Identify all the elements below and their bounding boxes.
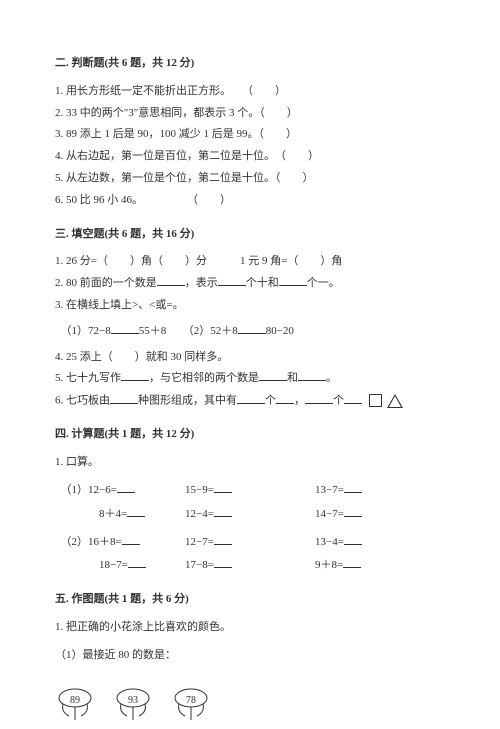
- s4-q1: 1. 口算。: [55, 453, 445, 473]
- s2-item: 2. 33 中的两个"3"意思相同，都表示 3 个。（ ）: [55, 104, 445, 124]
- s2-item: 5. 从左边数，第一位是个位，第二位是十位。（ ）: [55, 169, 445, 189]
- text: 2. 80 前面的一个数是: [55, 277, 157, 289]
- s2-item: 6. 50 比 96 小 46。 （ ）: [55, 191, 445, 211]
- calc: 12−7=: [185, 533, 315, 553]
- text: （2）16＋8=: [66, 536, 122, 548]
- text: 个十和: [246, 277, 279, 289]
- text: 个: [265, 395, 276, 407]
- blank[interactable]: [344, 392, 362, 404]
- text: 8＋4=: [99, 508, 127, 520]
- blank[interactable]: [111, 322, 139, 334]
- text: 种图形组成，其中有: [138, 395, 237, 407]
- text: 。: [326, 372, 337, 384]
- s5-q1: 1. 把正确的小花涂上比喜欢的颜色。: [55, 618, 445, 638]
- blank[interactable]: [237, 392, 265, 404]
- s3-q5: 5. 七十九写作 ，与它相邻的两个数是 和 。: [55, 369, 445, 389]
- calc: 13−4=: [315, 533, 445, 553]
- blank[interactable]: [214, 481, 232, 493]
- blank[interactable]: [214, 533, 232, 545]
- blank[interactable]: [122, 533, 140, 545]
- s2-item: 4. 从右边起，第一位是百位，第二位是十位。 （ ）: [55, 147, 445, 167]
- text: （1）12−6=: [66, 484, 117, 496]
- section-4-title: 四. 计算题(共 1 题，共 12 分): [55, 425, 445, 445]
- text: 55＋8: [139, 325, 167, 337]
- text: 个一。: [307, 277, 340, 289]
- s3-q4: 4. 25 添上（ ）就和 30 同样多。: [55, 348, 445, 368]
- calc: 14−7=: [315, 505, 445, 525]
- s3-q3: 3. 在横线上填上>、<或=。: [55, 296, 445, 316]
- blank[interactable]: [276, 392, 294, 404]
- s2-item: 3. 89 添上 1 后是 90，100 减少 1 后是 99。（ ）: [55, 125, 445, 145]
- blank[interactable]: [218, 274, 246, 286]
- s2-item: 1. 用长方形纸一定不能折出正方形。 （ ）: [55, 82, 445, 102]
- blank[interactable]: [279, 274, 307, 286]
- calc: 13−7=: [315, 481, 445, 501]
- s3-q6: 6. 七巧板由 种图形组成，其中有 个 ， 个: [55, 391, 445, 411]
- text: 12−4=: [185, 508, 214, 520]
- calc-row: （2）16＋8= 12−7= 13−4=: [55, 533, 445, 553]
- text: 13−7=: [315, 484, 344, 496]
- blank[interactable]: [344, 481, 362, 493]
- shapes: [366, 391, 402, 411]
- text: 6. 七巧板由: [55, 395, 110, 407]
- calc: （2）16＋8=: [55, 533, 185, 553]
- blank[interactable]: [110, 392, 138, 404]
- flower[interactable]: 89: [55, 686, 95, 722]
- blank[interactable]: [343, 556, 361, 568]
- text: 1 元 9 角=（ ）角: [240, 255, 342, 267]
- blank[interactable]: [344, 533, 362, 545]
- text: 14−7=: [315, 508, 344, 520]
- s3-q3a: （1）72−8 55＋8 （2）52＋8 80−20: [55, 322, 445, 342]
- calc: 12−4=: [185, 505, 315, 525]
- text: 5. 七十九写作: [55, 372, 121, 384]
- s3-q1: 1. 26 分=（ ）角（ ）分 1 元 9 角=（ ）角: [55, 252, 445, 272]
- calc: 15−9=: [185, 481, 315, 501]
- triangle-icon: [388, 395, 402, 407]
- text: 15−9=: [185, 484, 214, 496]
- text: 17−8=: [185, 559, 214, 571]
- text: 13−4=: [315, 536, 344, 548]
- square-icon: [369, 394, 382, 407]
- s3-q2: 2. 80 前面的一个数是 ，表示 个十和 个一。: [55, 274, 445, 294]
- blank[interactable]: [259, 369, 287, 381]
- section-3-title: 三. 填空题(共 6 题，共 16 分): [55, 225, 445, 245]
- flower[interactable]: 93: [113, 686, 153, 722]
- calc-row: 18−7= 17−8= 9＋8=: [55, 556, 445, 576]
- blank[interactable]: [214, 505, 232, 517]
- calc: 17−8=: [185, 556, 315, 576]
- text: 1. 26 分=（ ）角（ ）分: [55, 255, 207, 267]
- blank[interactable]: [121, 369, 149, 381]
- text: 12−7=: [185, 536, 214, 548]
- text: 和: [287, 372, 298, 384]
- text: （2）52＋8: [188, 325, 238, 337]
- blank[interactable]: [117, 481, 135, 493]
- text: 个: [333, 395, 344, 407]
- flower[interactable]: 78: [171, 686, 211, 722]
- blank[interactable]: [305, 392, 333, 404]
- section-5-title: 五. 作图题(共 1 题，共 6 分): [55, 590, 445, 610]
- calc-row: 8＋4= 12−4= 14−7=: [55, 505, 445, 525]
- text: （1）72−8: [66, 325, 111, 337]
- blank[interactable]: [298, 369, 326, 381]
- calc: 9＋8=: [315, 556, 445, 576]
- s5-q1a: （1）最接近 80 的数是：: [55, 646, 445, 666]
- blank[interactable]: [157, 274, 185, 286]
- calc: （1）12−6=: [55, 481, 185, 501]
- text: ，表示: [185, 277, 218, 289]
- blank[interactable]: [214, 556, 232, 568]
- text: ，与它相邻的两个数是: [149, 372, 259, 384]
- text: ，: [294, 395, 305, 407]
- section-2-title: 二. 判断题(共 6 题，共 12 分): [55, 54, 445, 74]
- text: 9＋8=: [315, 559, 343, 571]
- blank[interactable]: [127, 505, 145, 517]
- calc: 18−7=: [55, 556, 185, 576]
- blank[interactable]: [238, 322, 266, 334]
- blank[interactable]: [344, 505, 362, 517]
- flowers-row: 89 93 78: [55, 686, 445, 722]
- blank[interactable]: [128, 556, 146, 568]
- text: 18−7=: [99, 559, 128, 571]
- text: 80−20: [266, 325, 294, 337]
- calc: 8＋4=: [55, 505, 185, 525]
- calc-row: （1）12−6= 15−9= 13−7=: [55, 481, 445, 501]
